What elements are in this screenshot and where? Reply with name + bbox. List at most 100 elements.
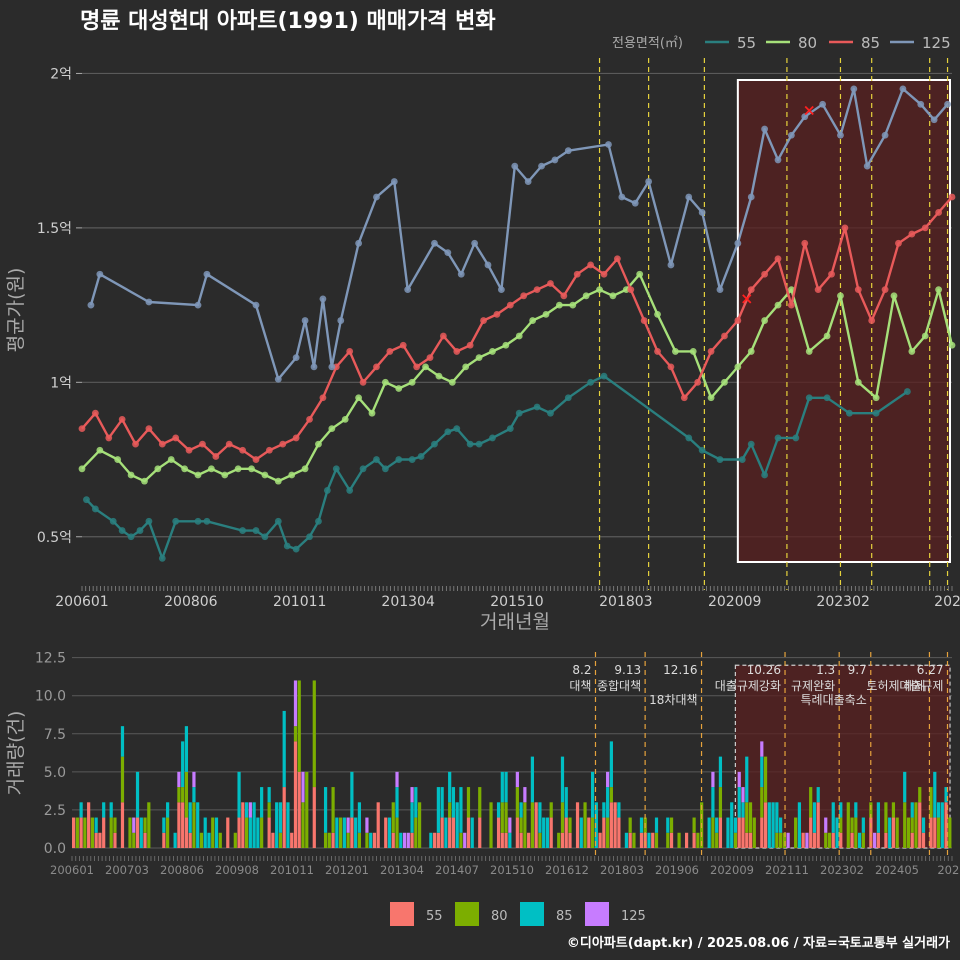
bar-y-tick-label: 2.5 bbox=[44, 803, 66, 819]
volume-bar bbox=[590, 771, 595, 818]
data-point bbox=[194, 471, 202, 479]
volume-bar bbox=[102, 802, 106, 818]
data-point bbox=[203, 270, 211, 278]
data-point bbox=[283, 542, 291, 550]
data-point bbox=[721, 332, 728, 340]
volume-bar bbox=[233, 832, 237, 848]
volume-bar bbox=[372, 832, 377, 848]
volume-bar bbox=[237, 771, 241, 818]
volume-bar bbox=[666, 832, 670, 848]
volume-bar bbox=[440, 817, 444, 848]
annotation-date: 9.13 bbox=[614, 663, 641, 677]
volume-bar bbox=[876, 802, 880, 833]
data-point bbox=[761, 270, 769, 278]
volume-bar bbox=[775, 802, 779, 833]
series-55 bbox=[83, 372, 911, 562]
volume-bar bbox=[241, 802, 245, 848]
data-point bbox=[948, 341, 956, 349]
data-point bbox=[511, 162, 519, 170]
volume-bar bbox=[733, 832, 738, 848]
volume-bar bbox=[109, 802, 113, 818]
volume-bar bbox=[301, 802, 305, 848]
volume-bar bbox=[459, 832, 463, 848]
data-point bbox=[315, 440, 322, 448]
data-point bbox=[78, 425, 86, 433]
data-point bbox=[828, 270, 835, 278]
volume-bar bbox=[478, 787, 482, 818]
volume-bar bbox=[331, 787, 335, 833]
data-point bbox=[547, 409, 554, 417]
volume-bar bbox=[891, 802, 896, 818]
data-point bbox=[87, 301, 95, 309]
data-point bbox=[819, 100, 827, 108]
volume-bar bbox=[79, 817, 83, 848]
data-point bbox=[734, 239, 742, 247]
volume-bar bbox=[478, 817, 482, 848]
volume-bar bbox=[824, 817, 828, 833]
data-point bbox=[444, 428, 452, 436]
bar-y-tick-label: 0.0 bbox=[44, 841, 66, 857]
volume-bar bbox=[711, 817, 715, 848]
volume-bar bbox=[669, 817, 674, 833]
data-point bbox=[381, 378, 389, 386]
data-point bbox=[199, 440, 206, 448]
data-point bbox=[667, 363, 675, 371]
highlight-period bbox=[736, 79, 951, 563]
data-point bbox=[422, 363, 429, 371]
volume-bar bbox=[677, 832, 681, 848]
volume-bar bbox=[745, 832, 749, 848]
annotation-text: 대출규제 bbox=[899, 679, 943, 693]
data-point bbox=[538, 162, 545, 170]
data-point bbox=[426, 354, 434, 362]
data-point bbox=[805, 348, 813, 355]
volume-bar bbox=[301, 771, 305, 803]
data-point bbox=[457, 270, 465, 278]
data-point bbox=[248, 465, 255, 473]
volume-bar bbox=[237, 817, 241, 848]
data-point bbox=[694, 378, 702, 386]
volume-bar bbox=[188, 802, 192, 833]
bar-x-tick-label: 201011 bbox=[270, 863, 314, 877]
data-point bbox=[908, 230, 916, 238]
data-point bbox=[225, 440, 233, 448]
x-tick-label: 202302 bbox=[816, 594, 869, 610]
data-point bbox=[502, 341, 510, 349]
volume-bar bbox=[737, 771, 741, 788]
data-point bbox=[381, 465, 389, 473]
volume-bar bbox=[560, 832, 565, 848]
data-point bbox=[373, 193, 380, 201]
volume-bar bbox=[684, 832, 689, 848]
data-point bbox=[462, 363, 470, 371]
volume-bar bbox=[718, 817, 723, 848]
data-point bbox=[252, 456, 260, 463]
data-point bbox=[761, 317, 769, 324]
volume-bar bbox=[523, 787, 527, 803]
data-point bbox=[515, 332, 523, 340]
volume-bar bbox=[519, 832, 523, 848]
volume-bar bbox=[256, 817, 260, 848]
data-point bbox=[261, 471, 269, 479]
data-point bbox=[346, 487, 354, 494]
data-point bbox=[172, 517, 180, 525]
bottom-legend-label-80: 80 bbox=[491, 909, 508, 924]
data-point bbox=[439, 332, 447, 340]
volume-bar bbox=[903, 802, 907, 848]
data-point bbox=[685, 193, 693, 201]
volume-bar bbox=[132, 832, 136, 848]
volume-bar bbox=[417, 802, 422, 848]
volume-bar bbox=[293, 726, 298, 742]
volume-bar bbox=[861, 817, 865, 833]
volume-bar bbox=[884, 802, 888, 833]
volume-bar bbox=[162, 817, 166, 833]
data-point bbox=[881, 131, 889, 139]
data-point bbox=[787, 301, 795, 309]
volume-bar bbox=[181, 787, 185, 803]
chart-title: 명륜 대성현대 아파트(1991) 매매가격 변화 bbox=[80, 9, 496, 34]
volume-bar bbox=[177, 787, 181, 803]
volume-bar bbox=[718, 787, 723, 818]
volume-bar bbox=[692, 832, 696, 848]
data-point bbox=[631, 199, 639, 207]
data-point bbox=[587, 378, 595, 386]
volume-bar bbox=[606, 771, 610, 788]
volume-bar bbox=[910, 802, 914, 818]
